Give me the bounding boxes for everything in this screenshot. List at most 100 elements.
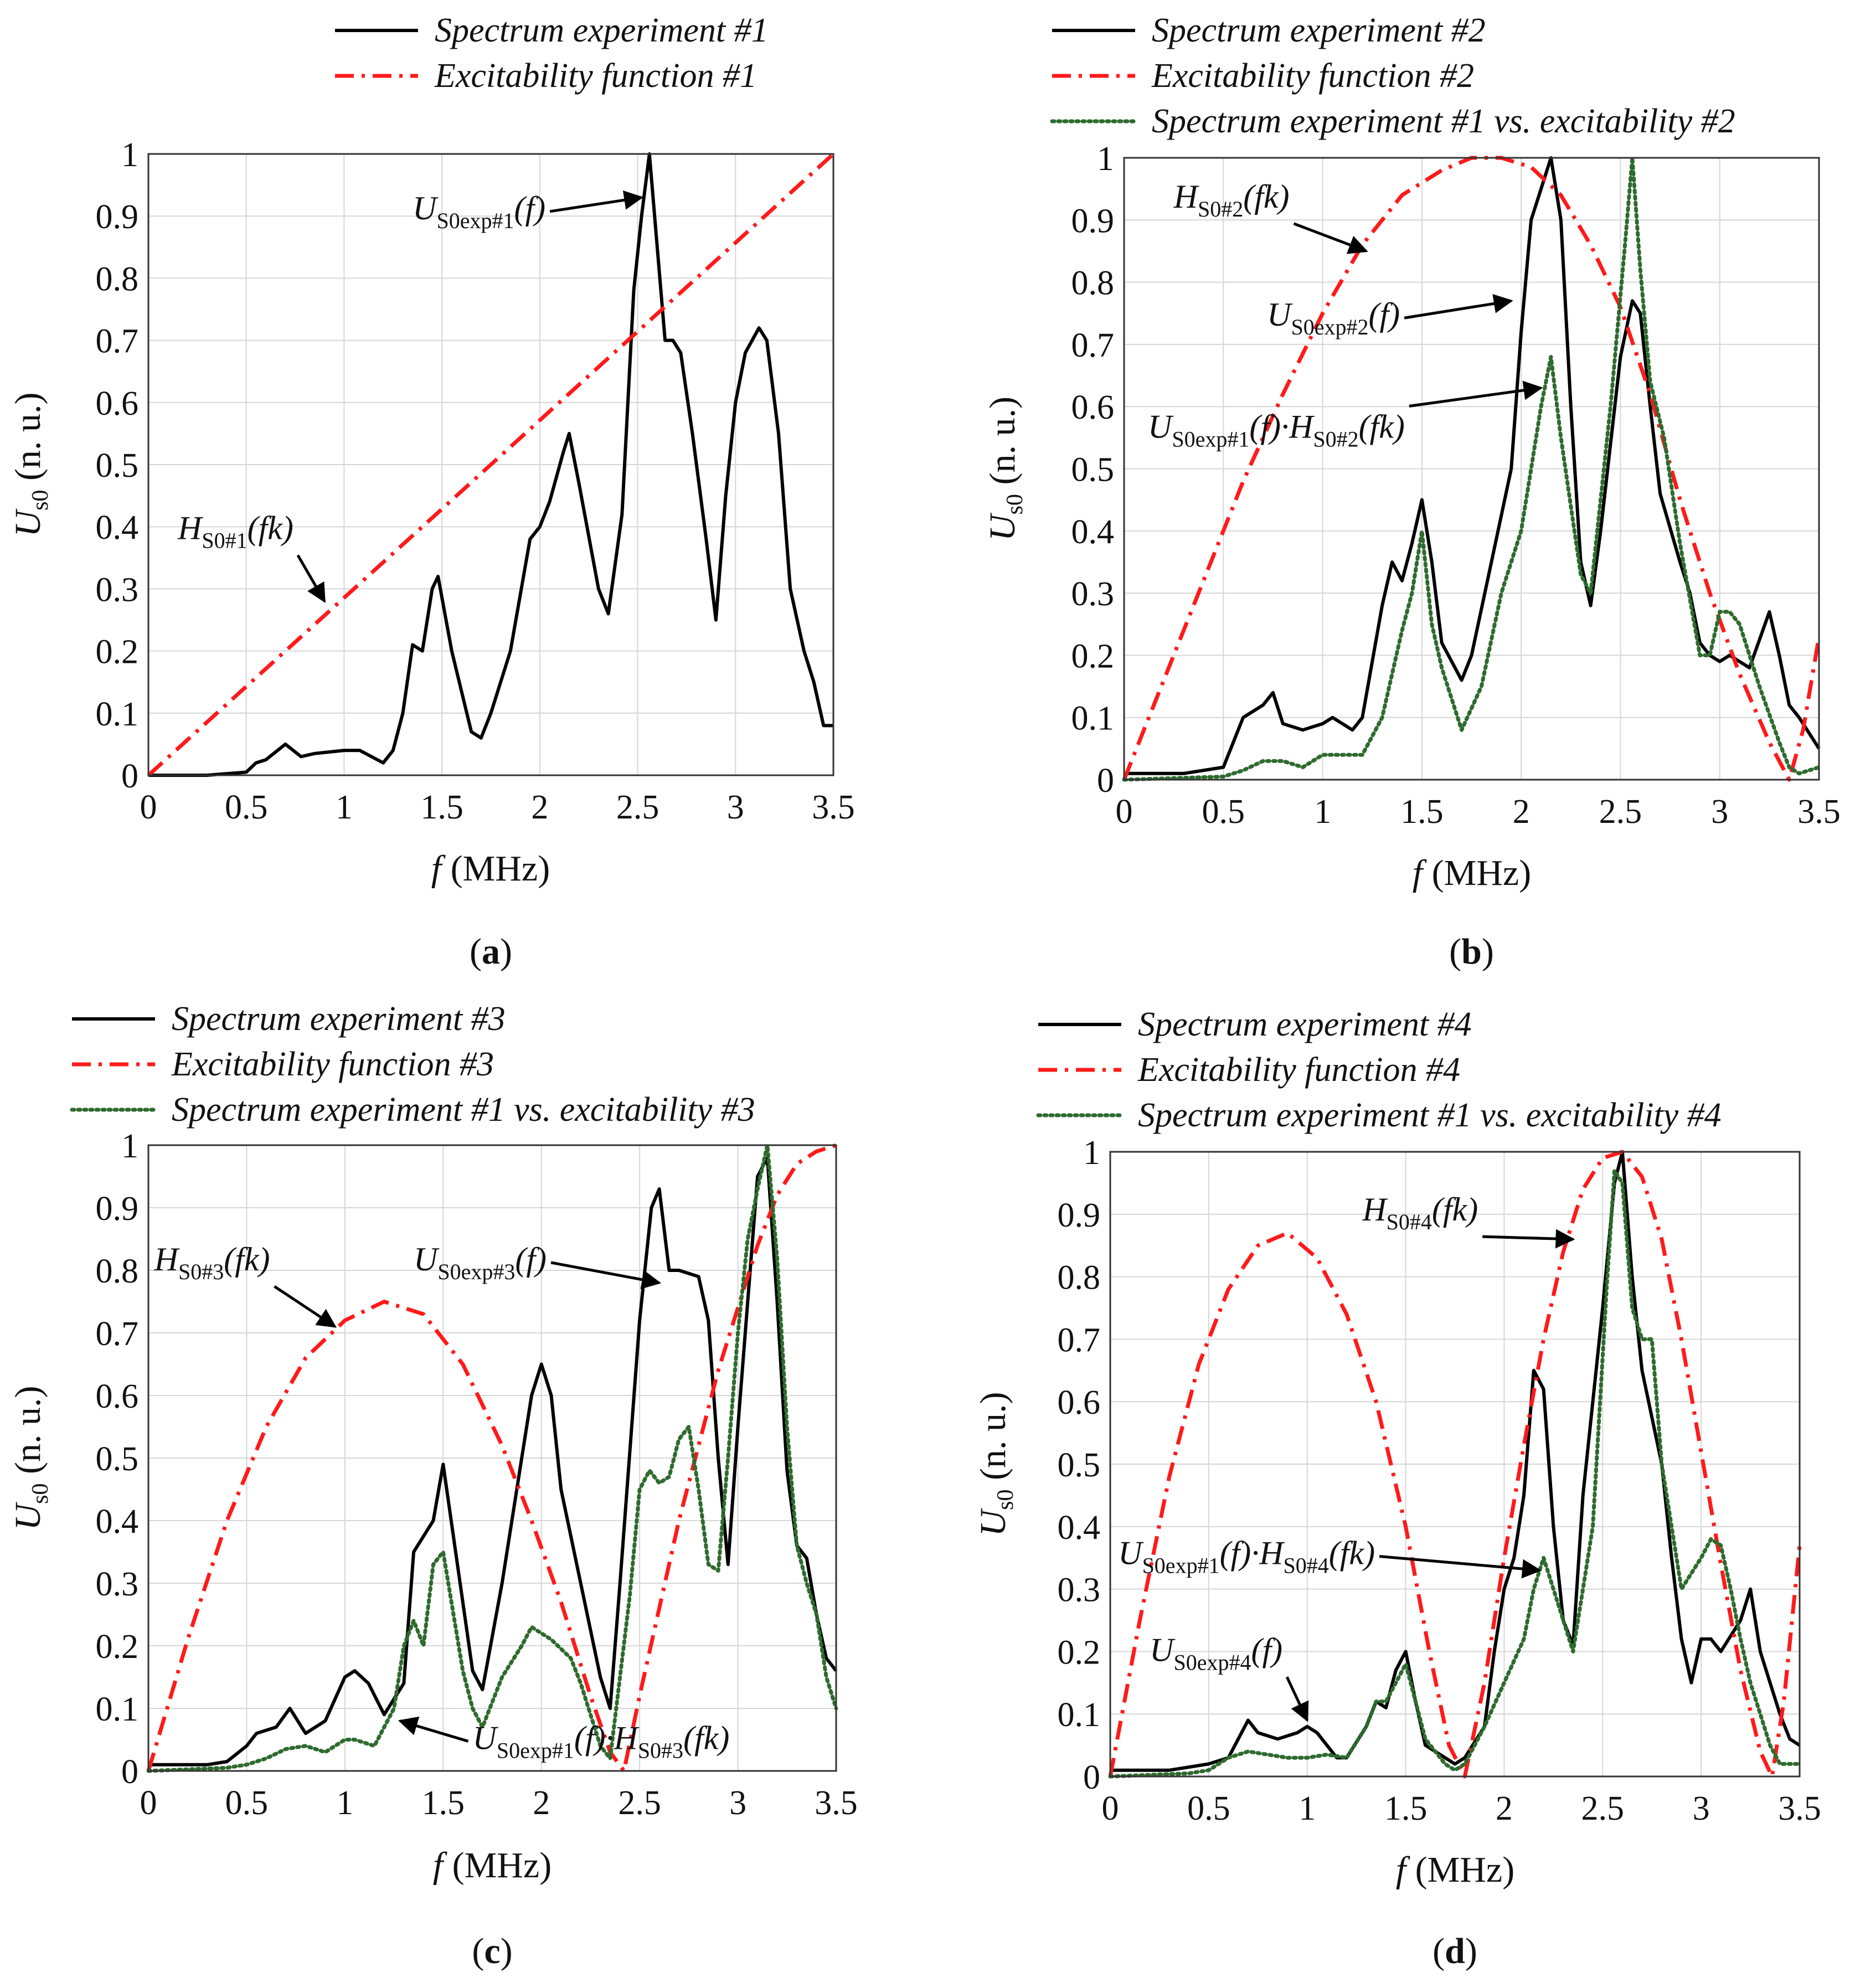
y-tick-label: 1 bbox=[1097, 140, 1114, 178]
x-tick-label: 1.5 bbox=[1384, 1790, 1428, 1827]
series-line-spectrum bbox=[1124, 156, 1821, 775]
annotation-label: US0exp#1(f)·HS0#4(fk) bbox=[1118, 1534, 1375, 1578]
panel-label: (c) bbox=[472, 1931, 512, 1971]
annotation-arrow bbox=[1293, 222, 1368, 254]
chart-panel-b: 0 0.5 1 1.5 2 2.5 3 3.5 0 0.1 0.2 0.3 0.4 0.5 0.6 0.7 0.… bbox=[982, 12, 1841, 972]
series-line-spectrum bbox=[148, 152, 833, 777]
x-tick-label: 3 bbox=[727, 789, 744, 826]
y-tick-label: 0.1 bbox=[1071, 700, 1115, 738]
panel-label: (a) bbox=[470, 931, 512, 972]
legend-label: Spectrum experiment #2 bbox=[1152, 12, 1486, 49]
annotation-arrow bbox=[1379, 1554, 1542, 1579]
x-tick-label: 0 bbox=[1116, 793, 1133, 831]
series-line-spectrum bbox=[1110, 1150, 1801, 1772]
y-tick-label: 0.6 bbox=[1071, 389, 1115, 426]
y-tick-label: 0.2 bbox=[96, 634, 139, 671]
legend-label: Spectrum experiment #1 vs. excitability … bbox=[1138, 1096, 1722, 1134]
x-tick-label: 1 bbox=[336, 789, 353, 826]
annotation-label: HS0#3(fk) bbox=[154, 1241, 270, 1284]
annotation-label: US0exp#1(f)·HS0#3(fk) bbox=[473, 1719, 730, 1763]
plot-frame bbox=[1123, 157, 1820, 781]
y-tick-label: 0.7 bbox=[96, 323, 139, 360]
x-tick-label: 3.5 bbox=[815, 1784, 858, 1822]
series-line-excitability bbox=[1108, 1150, 1802, 1779]
series-line-product bbox=[1122, 156, 1821, 782]
y-tick-label: 0.8 bbox=[96, 260, 139, 298]
x-tick-label: 0.5 bbox=[1187, 1790, 1230, 1827]
y-tick-label: 0 bbox=[121, 1753, 138, 1791]
y-tick-label: 0.3 bbox=[1071, 575, 1115, 613]
x-tick-label: 2.5 bbox=[1581, 1790, 1625, 1827]
series-line-product bbox=[146, 1143, 838, 1773]
x-tick-label: 2.5 bbox=[1599, 793, 1642, 831]
legend-label: Excitability function #1 bbox=[434, 57, 757, 95]
y-tick-label: 0.9 bbox=[1071, 202, 1115, 240]
y-tick-label: 0.3 bbox=[1058, 1572, 1101, 1609]
legend-label: Spectrum experiment #1 vs. excitability … bbox=[1152, 102, 1735, 140]
series-line-excitability bbox=[146, 1143, 837, 1773]
y-tick-label: 0.4 bbox=[96, 509, 139, 547]
x-tick-label: 0.5 bbox=[225, 1784, 269, 1822]
series-line-product bbox=[1108, 1168, 1802, 1779]
x-axis-label: f (MHz) bbox=[1413, 853, 1531, 893]
x-tick-label: 0 bbox=[140, 1784, 157, 1822]
legend-label: Spectrum experiment #4 bbox=[1138, 1006, 1472, 1043]
y-tick-label: 0.4 bbox=[1071, 513, 1115, 551]
y-tick-label: 0.7 bbox=[1058, 1321, 1101, 1359]
annotation-label: HS0#1(fk) bbox=[177, 510, 293, 553]
y-tick-label: 0.4 bbox=[1058, 1509, 1101, 1547]
panel-label: (b) bbox=[1449, 931, 1494, 972]
x-tick-label: 1.5 bbox=[1400, 793, 1444, 831]
annotation-arrow bbox=[549, 190, 644, 213]
y-tick-label: 0.2 bbox=[96, 1628, 139, 1666]
x-axis-label: f (MHz) bbox=[1396, 1850, 1514, 1890]
chart-panel-c: 0 0.5 1 1.5 2 2.5 3 3.5 0 0.1 0.2 0.3 0.4 0.5 0.6 0.7 0.… bbox=[8, 1000, 858, 1971]
y-tick-label: 0.9 bbox=[96, 1190, 139, 1228]
y-tick-label: 0.7 bbox=[96, 1315, 139, 1353]
y-tick-label: 0.5 bbox=[1058, 1446, 1101, 1484]
chart-panel-d: 0 0.5 1 1.5 2 2.5 3 3.5 0 0.1 0.2 0.3 0.4 0.5 0.6 0.7 0.… bbox=[973, 1006, 1821, 1971]
series-line-excitability bbox=[147, 152, 835, 777]
y-tick-label: 0.1 bbox=[96, 1691, 139, 1728]
annotation-arrow bbox=[274, 1285, 337, 1328]
series-line-excitability bbox=[1122, 156, 1821, 782]
y-tick-label: 0.8 bbox=[96, 1253, 139, 1290]
y-tick-label: 0.4 bbox=[96, 1503, 139, 1541]
x-tick-label: 2 bbox=[531, 789, 548, 826]
x-tick-label: 0.5 bbox=[225, 789, 268, 826]
y-tick-label: 0.5 bbox=[96, 447, 139, 485]
y-tick-label: 0.6 bbox=[1058, 1384, 1101, 1422]
y-tick-label: 0.3 bbox=[96, 571, 139, 609]
legend-label: Spectrum experiment #1 bbox=[435, 12, 769, 49]
annotation-label: US0exp#1(f)·HS0#2(fk) bbox=[1148, 408, 1405, 451]
plot-frame bbox=[147, 153, 834, 776]
y-axis-label: Us0 (n. u.) bbox=[982, 396, 1028, 541]
x-tick-label: 1 bbox=[1314, 793, 1331, 831]
y-tick-label: 0.3 bbox=[96, 1565, 139, 1603]
plot-frame bbox=[147, 1144, 837, 1772]
x-tick-label: 0 bbox=[1102, 1790, 1119, 1827]
x-tick-label: 1 bbox=[1298, 1790, 1316, 1827]
x-tick-label: 3 bbox=[1711, 793, 1728, 831]
annotation-label: US0exp#4(f) bbox=[1150, 1631, 1282, 1675]
y-axis-label: Us0 (n. u.) bbox=[8, 1386, 53, 1531]
y-tick-label: 0.8 bbox=[1058, 1259, 1101, 1297]
annotation-arrow bbox=[1409, 380, 1543, 408]
y-tick-label: 0.1 bbox=[1058, 1696, 1101, 1734]
x-axis-label: f (MHz) bbox=[433, 1845, 552, 1886]
x-tick-label: 1.5 bbox=[422, 1784, 465, 1822]
legend-label: Spectrum experiment #1 vs. excitability … bbox=[172, 1091, 755, 1129]
x-tick-label: 0.5 bbox=[1202, 793, 1245, 831]
y-tick-label: 0 bbox=[1083, 1759, 1100, 1796]
annotation-arrow bbox=[1482, 1229, 1575, 1249]
x-tick-label: 3.5 bbox=[1797, 793, 1841, 831]
y-tick-label: 0 bbox=[121, 758, 138, 795]
y-tick-label: 0.2 bbox=[1058, 1634, 1101, 1671]
annotation-arrow bbox=[550, 1261, 662, 1290]
y-axis-label: Us0 (n. u.) bbox=[973, 1392, 1018, 1537]
legend-label: Excitability function #3 bbox=[171, 1045, 494, 1083]
y-tick-label: 0.9 bbox=[96, 198, 139, 236]
y-tick-label: 0.6 bbox=[96, 385, 139, 423]
annotation-arrow bbox=[398, 1716, 469, 1743]
